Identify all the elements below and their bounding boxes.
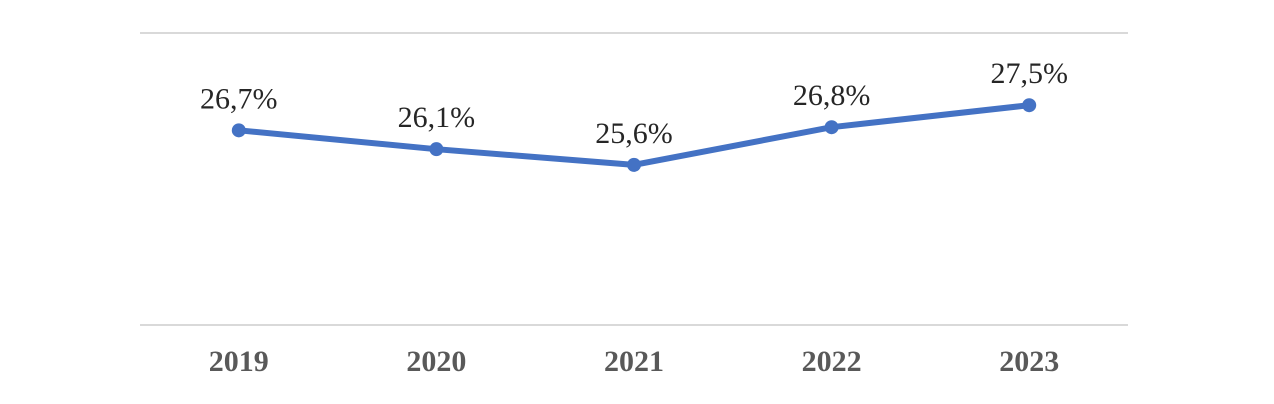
data-label: 27,5% [990, 57, 1068, 90]
data-label: 25,6% [595, 117, 673, 150]
data-labels: 26,7% 26,1% 25,6% 26,8% 27,5% [200, 57, 1068, 150]
data-label: 26,1% [398, 101, 476, 134]
x-axis-labels: 2019 2020 2021 2022 2023 [209, 345, 1059, 378]
data-point-marker [1022, 98, 1037, 113]
x-axis-tick-label: 2022 [802, 345, 862, 378]
data-point-marker [231, 123, 246, 138]
x-axis-tick-label: 2019 [209, 345, 269, 378]
data-point-marker [429, 142, 444, 157]
data-point-markers [231, 98, 1037, 172]
x-axis-tick-label: 2020 [406, 345, 466, 378]
x-axis-tick-label: 2021 [604, 345, 664, 378]
data-label: 26,7% [200, 82, 278, 115]
data-point-marker [824, 120, 839, 135]
data-label: 26,8% [793, 79, 871, 112]
data-point-marker [627, 157, 641, 172]
x-axis-tick-label: 2023 [999, 345, 1059, 378]
